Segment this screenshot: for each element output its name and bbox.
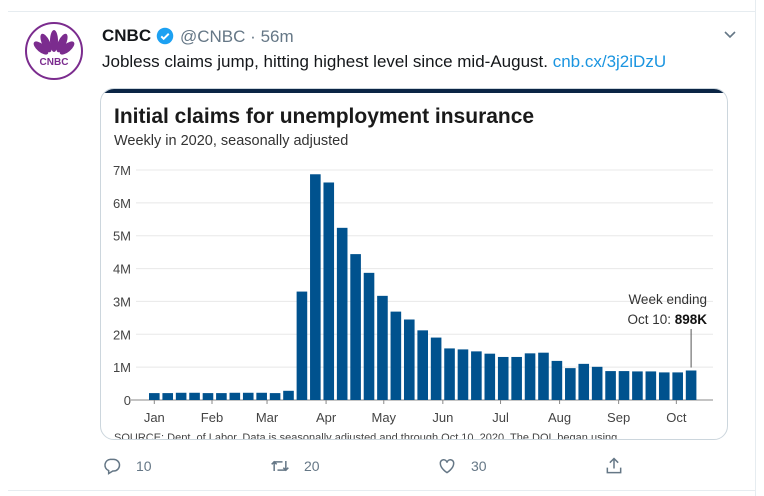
x-tick-label: Jun: [432, 410, 453, 425]
bar: [189, 392, 200, 400]
divider: [8, 11, 756, 12]
bar: [403, 319, 415, 400]
annotation-prefix: Oct 10:: [627, 312, 674, 327]
bar: [497, 356, 509, 400]
bar: [256, 392, 267, 400]
author-handle[interactable]: @CNBC: [180, 27, 246, 46]
bar: [444, 348, 455, 400]
like-count: 30: [471, 458, 487, 474]
bar: [511, 356, 522, 400]
tweet-body: Jobless claims jump, hitting highest lev…: [102, 52, 548, 71]
x-tick-label: Jul: [492, 410, 509, 425]
x-tick-label: Aug: [548, 410, 571, 425]
author-handle-time: @CNBC · 56m: [180, 27, 294, 47]
bar: [310, 174, 321, 400]
retweet-count: 20: [304, 458, 320, 474]
x-tick-label: Apr: [316, 410, 337, 425]
verified-badge-icon: [156, 27, 174, 45]
reply-count: 10: [136, 458, 152, 474]
y-tick-label: 7M: [113, 163, 131, 178]
chevron-down-icon[interactable]: [722, 26, 738, 42]
bar: [377, 295, 388, 400]
bar: [524, 353, 536, 400]
y-tick-label: 2M: [113, 327, 131, 342]
chart-subtitle: Weekly in 2020, seasonally adjusted: [114, 133, 348, 149]
bar: [283, 390, 294, 400]
y-tick-label: 5M: [113, 229, 131, 244]
chart-title: Initial claims for unemployment insuranc…: [114, 105, 534, 128]
y-tick-label: 1M: [113, 360, 131, 375]
bar: [538, 352, 549, 400]
bar: [269, 393, 281, 400]
bar: [605, 371, 616, 400]
y-tick-label: 4M: [113, 262, 131, 277]
bar: [162, 393, 174, 400]
bar: [457, 349, 469, 400]
x-tick-label: Feb: [201, 410, 223, 425]
x-tick-label: Jan: [144, 410, 165, 425]
separator: ·: [250, 27, 256, 46]
retweet-button[interactable]: 20: [270, 456, 320, 476]
share-icon: [606, 457, 622, 474]
y-tick-label: 3M: [113, 294, 131, 309]
bar: [323, 182, 335, 400]
reply-button[interactable]: 10: [102, 456, 152, 476]
like-button[interactable]: 30: [437, 456, 487, 476]
bar: [216, 393, 227, 400]
bar: [672, 372, 683, 400]
bar: [591, 366, 603, 400]
bar: [202, 393, 214, 400]
bar: [578, 363, 590, 400]
bar: [484, 353, 496, 400]
y-tick-label: 6M: [113, 196, 131, 211]
reply-icon: [104, 458, 121, 475]
bar: [242, 392, 254, 400]
bar: [685, 370, 697, 400]
tweet-actions: 10 20 30: [0, 456, 764, 478]
annotation-value: 898K: [675, 312, 708, 327]
y-tick-label: 0: [124, 393, 131, 408]
svg-text:CNBC: CNBC: [40, 57, 69, 68]
bar: [363, 272, 375, 400]
tweet-link[interactable]: cnb.cx/3j2iDzU: [552, 52, 667, 71]
author-name[interactable]: CNBC: [102, 26, 152, 45]
x-tick-label: Oct: [666, 410, 687, 425]
bar: [296, 291, 308, 400]
chart: Initial claims for unemployment insuranc…: [101, 89, 727, 440]
tweet-text: Jobless claims jump, hitting highest lev…: [102, 52, 666, 72]
tweet-media-chart[interactable]: Initial claims for unemployment insuranc…: [100, 88, 728, 440]
divider: [8, 490, 756, 491]
bar: [229, 392, 241, 400]
chart-annotation: Week ending Oct 10: 898K: [627, 292, 707, 368]
bar: [417, 330, 428, 400]
divider: [755, 0, 756, 496]
bar: [175, 392, 187, 400]
like-icon: [439, 458, 455, 474]
chart-source: SOURCE: Dept. of Labor. Data is seasonal…: [114, 432, 617, 440]
annotation-line1: Week ending: [628, 292, 707, 307]
bar: [658, 372, 670, 400]
bar: [632, 371, 643, 400]
x-tick-label: May: [372, 410, 397, 425]
x-tick-label: Mar: [256, 410, 279, 425]
bar: [551, 360, 563, 400]
bar: [618, 371, 630, 400]
bar: [390, 311, 402, 400]
cnbc-peacock-logo: CNBC: [33, 30, 75, 68]
avatar[interactable]: CNBC: [25, 22, 83, 80]
x-tick-label: Sep: [607, 410, 630, 425]
tweet-time[interactable]: 56m: [260, 27, 294, 46]
bar: [430, 337, 442, 400]
bar: [471, 351, 482, 400]
bar: [565, 368, 576, 400]
retweet-icon: [271, 460, 289, 472]
bar: [336, 227, 348, 400]
bar: [645, 371, 657, 400]
chart-top-bar: [101, 89, 727, 93]
share-button[interactable]: [604, 456, 638, 476]
bar: [350, 254, 361, 400]
annotation-line2: Oct 10: 898K: [627, 312, 707, 327]
bar: [149, 393, 160, 400]
